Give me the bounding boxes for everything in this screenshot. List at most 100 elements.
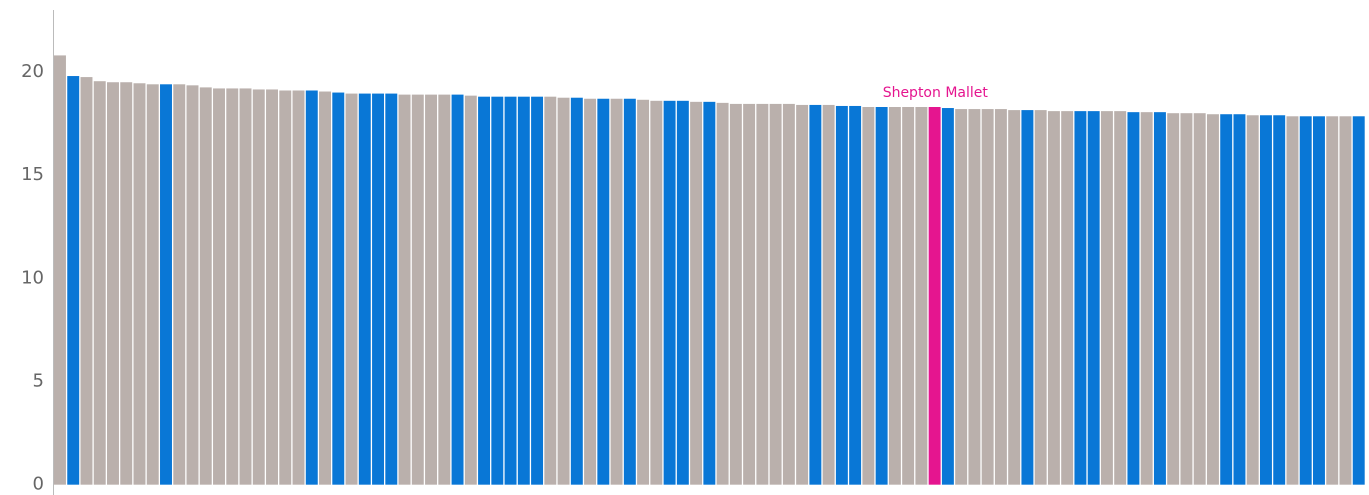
bar	[173, 84, 186, 485]
bar	[1259, 115, 1272, 485]
y-tick-label: 5	[33, 370, 44, 391]
bar	[981, 109, 994, 485]
bar	[1299, 116, 1312, 485]
bar	[266, 89, 278, 485]
bar	[955, 109, 968, 485]
y-tick-label: 20	[21, 61, 44, 82]
bar	[504, 96, 517, 485]
bar	[610, 98, 623, 485]
bar	[146, 84, 159, 485]
bar	[637, 99, 650, 485]
bar	[570, 97, 583, 485]
bar	[531, 96, 544, 485]
bar	[305, 90, 318, 485]
bar	[239, 88, 252, 485]
bar	[160, 84, 172, 485]
bar	[438, 94, 451, 485]
bar	[1352, 116, 1365, 485]
bar	[902, 107, 915, 485]
bar	[1008, 110, 1021, 485]
bar	[1339, 116, 1352, 485]
bar	[822, 104, 835, 485]
bar	[968, 109, 981, 485]
bar	[1233, 114, 1246, 485]
bar	[1220, 114, 1233, 485]
bar	[1326, 116, 1339, 485]
bar	[690, 101, 703, 485]
bar	[862, 107, 875, 485]
bar	[1312, 116, 1325, 485]
y-tick-label: 15	[21, 164, 44, 185]
bar	[199, 87, 212, 485]
bar	[1114, 111, 1127, 485]
bar	[1074, 111, 1087, 485]
bar	[279, 90, 292, 485]
bar	[716, 102, 729, 485]
bar	[120, 82, 133, 485]
bar	[319, 91, 332, 485]
bar-label: Shepton Mallet	[883, 85, 989, 101]
bar	[1087, 111, 1100, 485]
bar	[345, 93, 358, 485]
bar	[729, 103, 742, 485]
bar	[358, 93, 371, 485]
bar	[941, 108, 954, 485]
bar	[650, 100, 663, 485]
bar	[133, 83, 146, 485]
bar	[809, 104, 822, 485]
bar	[663, 100, 676, 485]
bar	[835, 105, 848, 485]
bar	[544, 96, 557, 485]
bar	[1021, 110, 1034, 485]
bar	[80, 77, 93, 485]
bar	[1286, 116, 1299, 485]
bar	[994, 109, 1007, 485]
bar	[1061, 111, 1074, 485]
y-tick-label: 0	[33, 474, 44, 495]
y-tick-label: 10	[21, 267, 44, 288]
bar	[1153, 112, 1166, 485]
bar	[425, 94, 438, 485]
bar	[107, 82, 119, 485]
bar	[557, 97, 570, 485]
bar	[743, 103, 756, 485]
bar	[67, 76, 80, 485]
bar	[93, 81, 106, 485]
bar	[252, 89, 265, 485]
bar	[875, 107, 888, 485]
bar	[213, 88, 225, 485]
bar	[676, 100, 689, 485]
bar	[928, 107, 941, 485]
bar	[411, 94, 424, 485]
bar	[1140, 112, 1153, 485]
bar	[756, 103, 769, 485]
bar	[796, 104, 809, 485]
bar	[186, 85, 199, 485]
bar	[1246, 115, 1259, 485]
bar	[597, 98, 610, 485]
bar	[226, 88, 239, 485]
bar	[1273, 115, 1286, 485]
bar	[451, 94, 464, 485]
bar	[1127, 112, 1140, 485]
bar	[584, 98, 597, 485]
bar	[292, 90, 305, 485]
bar	[54, 55, 66, 485]
bar	[1100, 111, 1113, 485]
bar	[1206, 114, 1219, 485]
bar	[703, 101, 716, 485]
bar	[1180, 113, 1193, 485]
bar	[464, 95, 477, 485]
bar	[491, 96, 504, 485]
bar	[769, 103, 782, 485]
bar	[888, 107, 901, 485]
bar	[1193, 113, 1206, 485]
bar	[1167, 113, 1180, 485]
bar	[372, 93, 385, 485]
bar	[1047, 111, 1060, 485]
bar	[782, 103, 795, 485]
bar	[915, 107, 928, 485]
bar	[385, 93, 398, 485]
bar	[398, 94, 411, 485]
